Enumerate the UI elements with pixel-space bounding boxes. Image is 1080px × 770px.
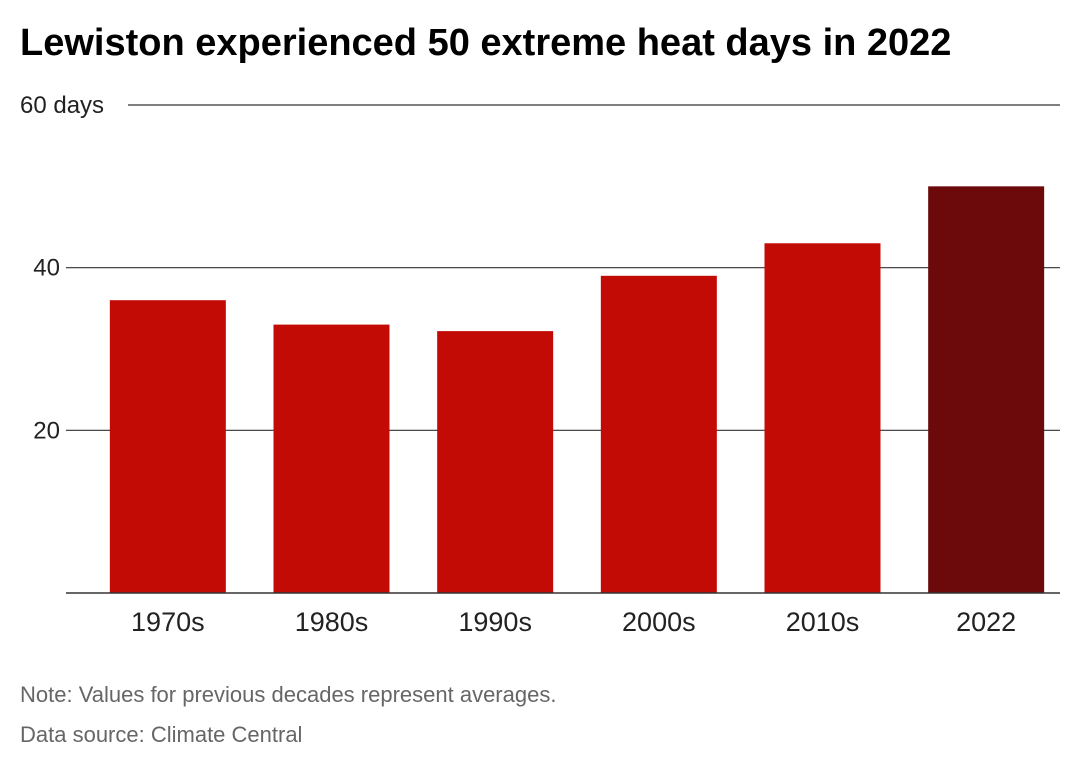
bar-1970s: [109, 300, 226, 593]
bar-chart: 20 40 60 days 1970s 1980s 1990s 2000s 2010s 2022: [20, 92, 1060, 637]
bar-1990s: [437, 331, 554, 593]
y-tick-label: 60 days: [20, 92, 104, 119]
x-tick-label: 1990s: [458, 607, 532, 637]
x-tick-label: 2010s: [786, 607, 860, 637]
data-source: Data source: Climate Central: [20, 722, 303, 747]
x-tick-label: 1980s: [295, 607, 369, 637]
y-tick-label: 40: [33, 255, 60, 282]
chart-title: Lewiston experienced 50 extreme heat day…: [20, 22, 952, 64]
bar-2022: [928, 186, 1045, 594]
y-tick-label: 20: [33, 417, 60, 444]
bar-1980s: [273, 324, 390, 593]
x-tick-label: 2022: [956, 607, 1016, 637]
x-tick-label: 1970s: [131, 607, 205, 637]
chart-note: Note: Values for previous decades repres…: [20, 682, 557, 707]
bar-2000s: [600, 275, 717, 593]
bar-2010s: [764, 243, 881, 593]
x-tick-label: 2000s: [622, 607, 696, 637]
